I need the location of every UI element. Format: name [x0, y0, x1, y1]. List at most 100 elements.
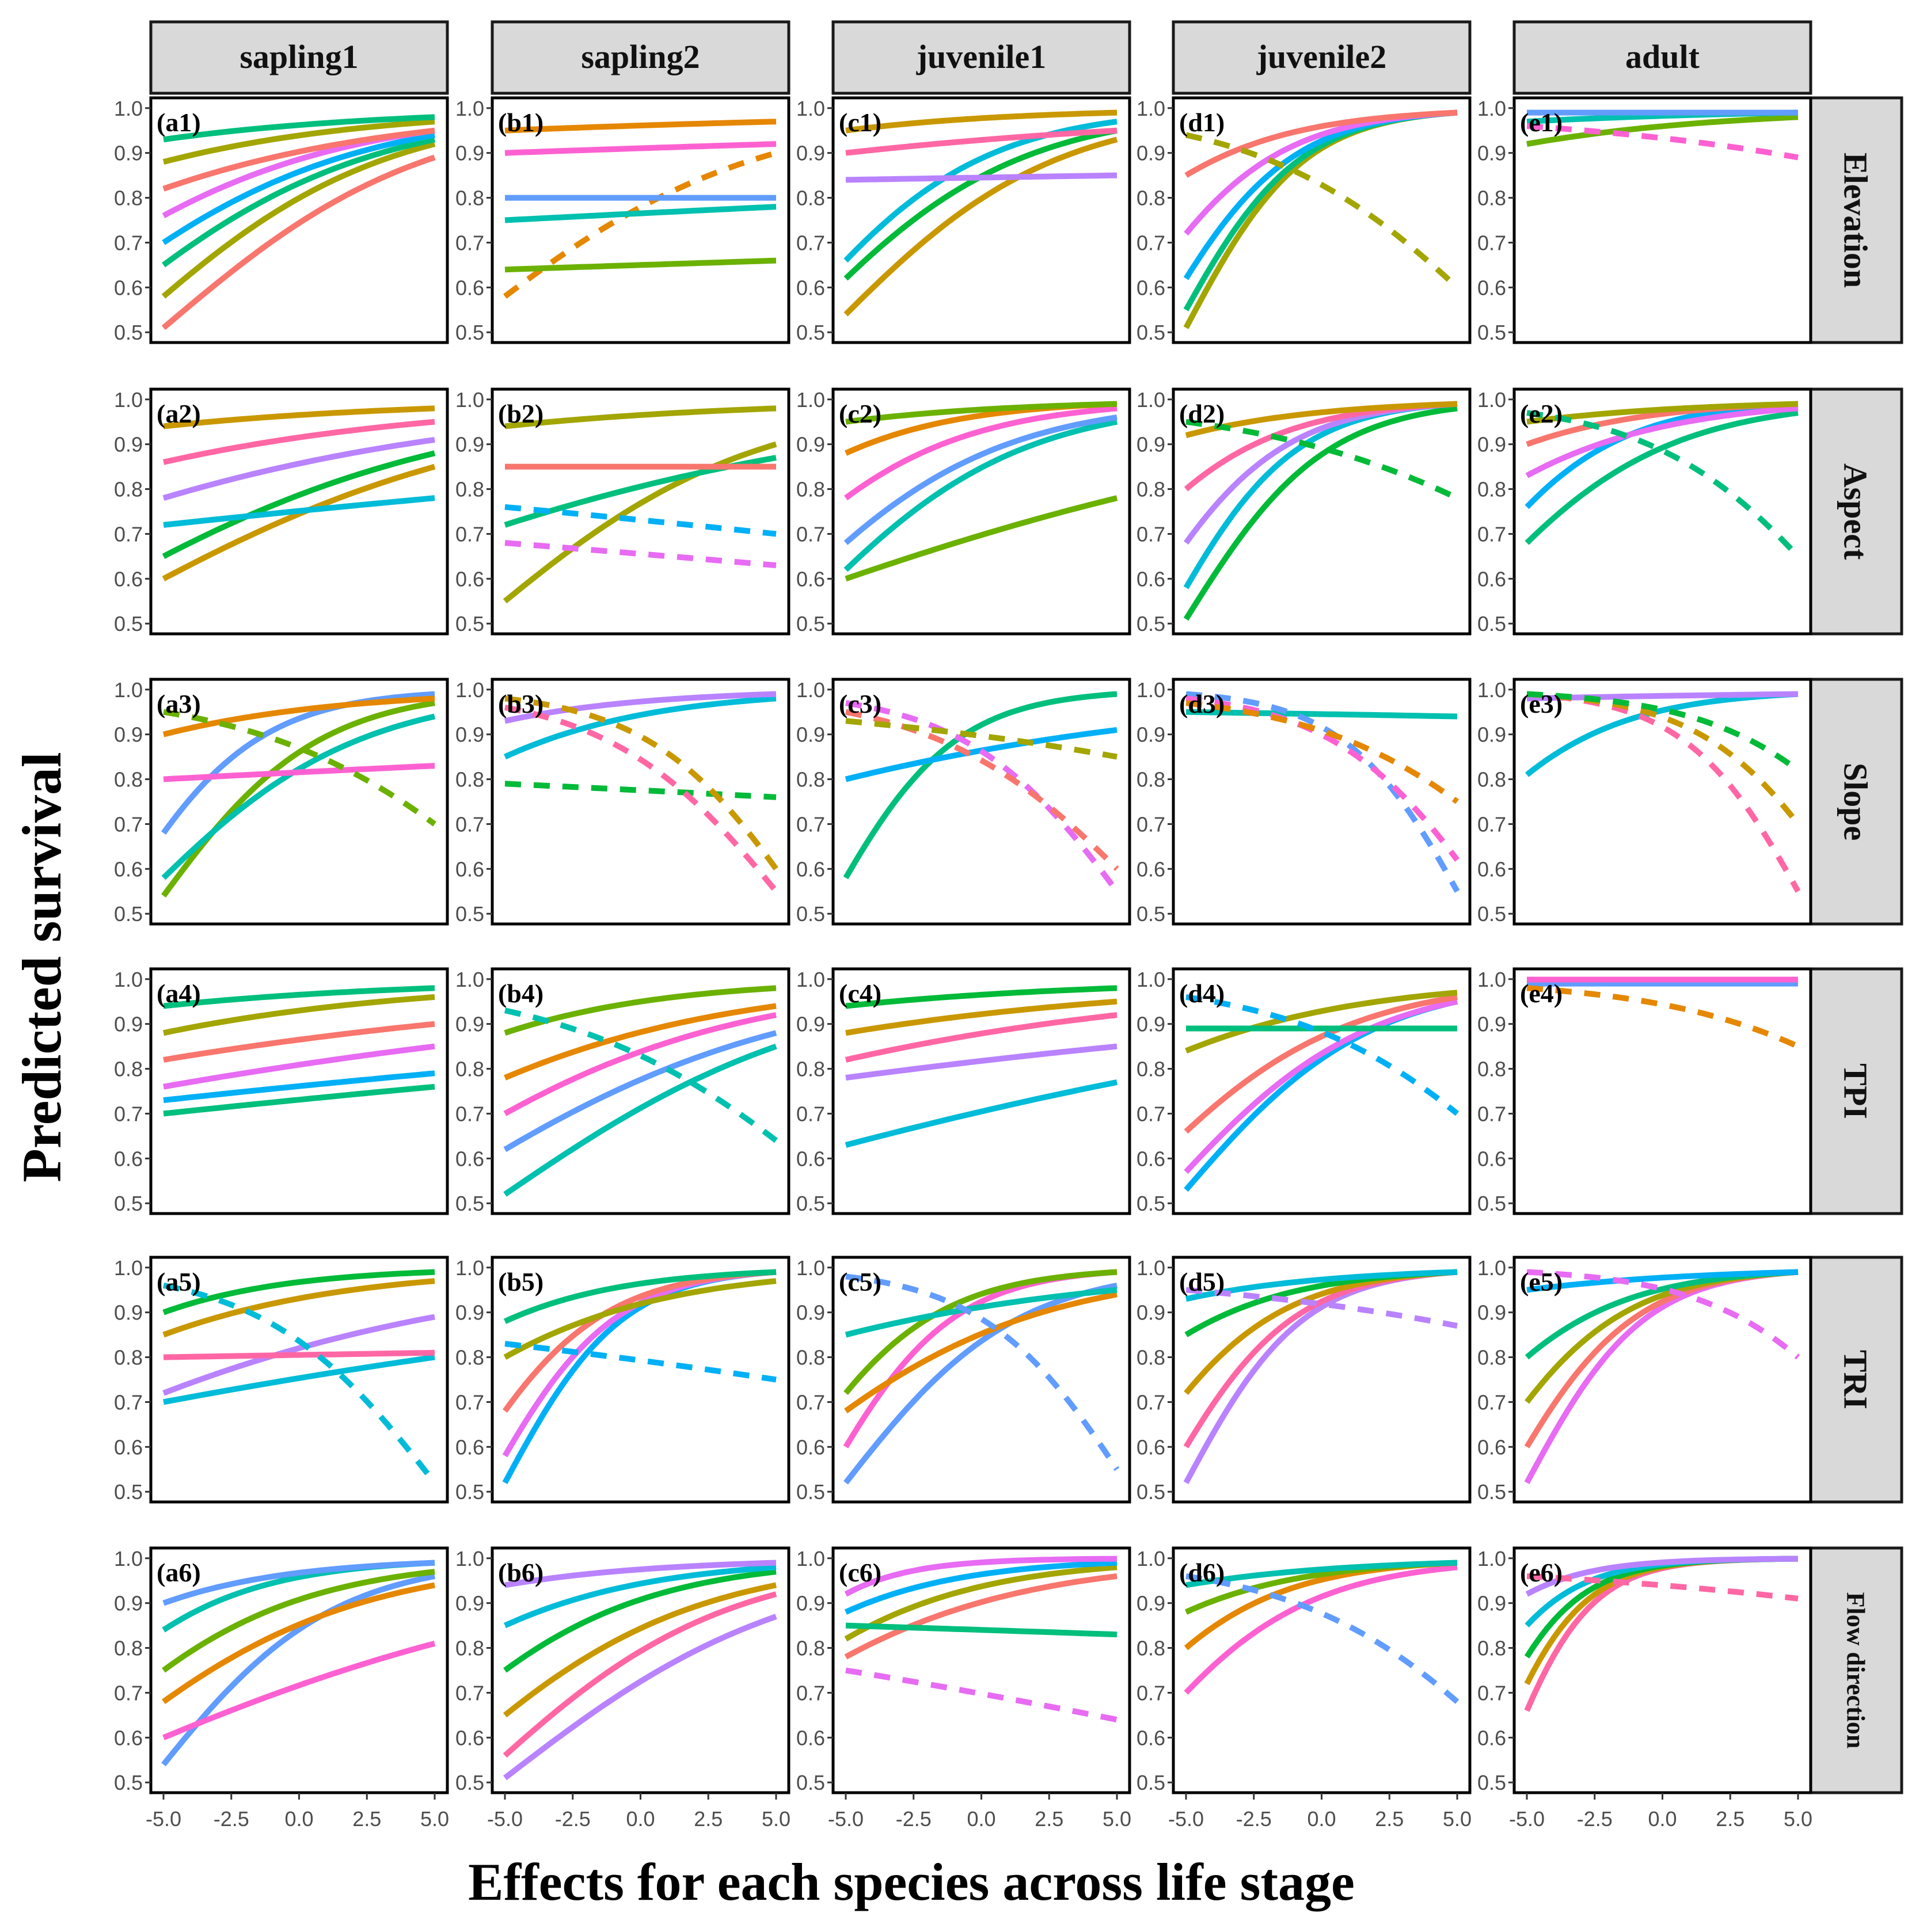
y-tick-label: 1.0 — [114, 1547, 143, 1570]
species-curve-a5-1 — [163, 1354, 435, 1405]
y-tick-label: 0.6 — [114, 1435, 143, 1459]
panel-e3: (e3) 0.5 0.6 0.7 0.8 0.9 1.0 — [1477, 678, 1812, 926]
y-tick-label: 0.7 — [1477, 1102, 1506, 1125]
y-tick-label: 0.8 — [1137, 1637, 1165, 1660]
species-curve-a2-6 — [163, 405, 435, 429]
x-tick-label: -2.5 — [214, 1807, 249, 1831]
panel-border — [491, 967, 790, 1215]
species-curve-c6-2 — [844, 1573, 1118, 1660]
y-tick-label: 0.5 — [796, 321, 825, 344]
species-curve-a4-4 — [163, 1021, 435, 1063]
y-tick-label: 0.9 — [114, 433, 143, 457]
species-curve-d6-5 — [1185, 1573, 1459, 1704]
x-tick-label: 2.5 — [352, 1807, 381, 1831]
x-tick-label: 5.0 — [1443, 1807, 1472, 1831]
panel-grid: sapling1 sapling2 juvenile1 juvenile2 adult E… — [114, 20, 1903, 1831]
y-tick-label: 0.6 — [796, 567, 825, 591]
x-tick-label: 0.0 — [284, 1807, 313, 1831]
series-group — [503, 985, 778, 1197]
y-tick-label: 0.9 — [1477, 1301, 1506, 1325]
y-tick-label: 0.7 — [1137, 1681, 1165, 1705]
panel-label: (a5) — [157, 1267, 201, 1296]
panel-c3: (c3) 0.5 0.6 0.7 0.8 0.9 1.0 — [796, 678, 1131, 926]
y-tick-label: 1.0 — [1137, 97, 1165, 120]
y-tick-label: 0.7 — [1477, 812, 1506, 836]
species-curve-e5-6 — [1526, 1269, 1800, 1360]
series-group — [162, 405, 436, 581]
panel-b5: (b5) 0.5 0.6 0.7 0.8 0.9 1.0 — [455, 1256, 790, 1504]
panel-label: (e4) — [1520, 979, 1563, 1008]
panel-b2: (b2) 0.5 0.6 0.7 0.8 0.9 1.0 — [455, 387, 790, 636]
panel-e5: (e5) 0.5 0.6 0.7 0.8 0.9 1.0 — [1477, 1256, 1812, 1504]
species-curve-b2-6 — [504, 405, 777, 429]
species-curve-b4-5 — [504, 985, 777, 1036]
panel-label: (e3) — [1520, 689, 1563, 718]
y-tick-label: 0.5 — [796, 902, 825, 926]
y-tick-label: 0.9 — [114, 1592, 143, 1615]
series-group — [161, 114, 436, 330]
species-curve-a1-7 — [162, 119, 435, 165]
series-group — [162, 1269, 437, 1485]
y-tick-label: 0.8 — [455, 768, 484, 792]
y-axis-title: Predicted survival — [11, 752, 73, 1182]
y-tick-label: 0.5 — [114, 1480, 143, 1504]
panel-label: (a4) — [157, 979, 201, 1008]
y-tick-label: 0.6 — [1137, 567, 1165, 591]
species-curve-a2-4 — [162, 436, 435, 501]
species-curve-b2-1 — [503, 441, 777, 604]
y-tick-label: 0.5 — [455, 1192, 484, 1215]
species-curve-c5-5 — [845, 1287, 1118, 1338]
y-tick-label: 0.9 — [1477, 1592, 1506, 1615]
panel-border — [831, 96, 1131, 344]
panel-border — [1512, 96, 1812, 344]
species-curve-d5-5 — [1185, 1269, 1458, 1302]
y-tick-label: 0.7 — [796, 1102, 825, 1125]
y-tick-label: 1.0 — [796, 1256, 825, 1280]
species-curve-c2-3 — [843, 414, 1118, 545]
column-strip-juvenile1: juvenile1 — [831, 20, 1131, 95]
species-curve-c6-4 — [845, 1622, 1118, 1638]
series-group — [843, 1269, 1120, 1485]
species-curve-a1-2 — [161, 141, 436, 299]
y-tick-label: 0.9 — [796, 1592, 825, 1615]
species-curve-a6-2 — [162, 1640, 436, 1740]
y-tick-label: 0.8 — [796, 478, 825, 501]
species-curve-c3-3 — [845, 700, 1119, 893]
y-tick-label: 0.5 — [114, 902, 143, 926]
species-curve-c2-6 — [845, 401, 1118, 425]
y-tick-label: 1.0 — [455, 388, 484, 412]
y-tick-label: 0.6 — [114, 276, 143, 299]
panel-label: (d1) — [1179, 108, 1225, 137]
species-curve-b3-5 — [504, 695, 779, 871]
series-group — [845, 985, 1118, 1148]
y-tick-label: 0.9 — [1137, 142, 1165, 165]
y-tick-label: 0.9 — [796, 1301, 825, 1325]
species-curve-a5-2 — [162, 1314, 435, 1396]
species-curve-d3-4 — [1185, 700, 1459, 804]
species-curve-a3-4 — [163, 763, 435, 782]
y-tick-label: 0.6 — [455, 1435, 484, 1459]
species-curve-c1-3 — [843, 119, 1118, 263]
panel-label: (b5) — [498, 1267, 543, 1296]
y-tick-label: 0.6 — [1477, 567, 1506, 591]
panel-b1: (b1) 0.5 0.6 0.7 0.8 0.9 1.0 — [455, 96, 790, 344]
y-tick-label: 0.9 — [1137, 1592, 1165, 1615]
species-curve-c3-4 — [845, 709, 1119, 871]
y-tick-label: 0.7 — [796, 1390, 825, 1414]
panel-label: (a1) — [157, 108, 201, 137]
panel-border — [1172, 387, 1472, 636]
species-curve-d1-6 — [1185, 132, 1459, 290]
y-tick-label: 0.8 — [1137, 1346, 1165, 1370]
series-group — [844, 1556, 1118, 1723]
y-tick-label: 0.5 — [796, 1480, 825, 1504]
y-tick-label: 0.8 — [1477, 478, 1506, 501]
column-strip-label: juvenile1 — [916, 38, 1047, 75]
panel-d1: (d1) 0.5 0.6 0.7 0.8 0.9 1.0 — [1137, 96, 1472, 344]
panel-label: (d6) — [1179, 1558, 1225, 1587]
y-tick-label: 0.5 — [796, 1192, 825, 1215]
panel-label: (e6) — [1520, 1558, 1563, 1587]
x-tick-label: -5.0 — [1509, 1807, 1545, 1831]
y-tick-label: 1.0 — [796, 678, 825, 702]
row-strip-tri: TRI — [1809, 1256, 1903, 1504]
